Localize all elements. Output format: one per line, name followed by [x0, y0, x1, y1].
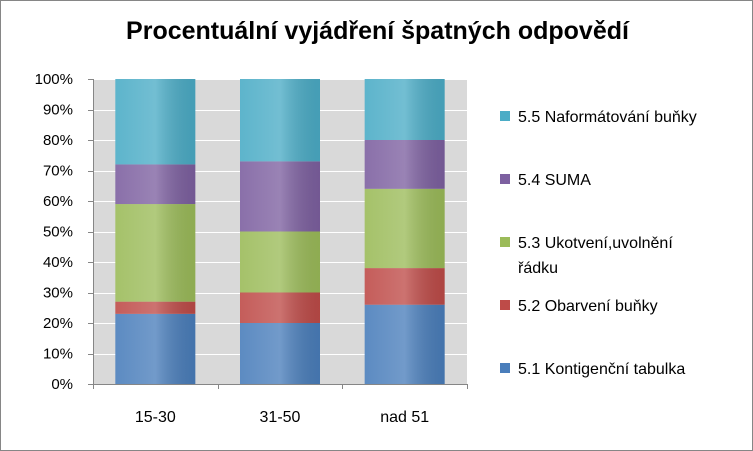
y-tick-label: 20%	[43, 315, 73, 332]
bar-segment-shade	[240, 79, 320, 162]
legend-item: 5.1 Kontigenční tabulka	[500, 361, 685, 378]
x-category-label: 31-50	[260, 409, 301, 426]
y-tick-label: 100%	[35, 71, 73, 88]
x-category-label: nad 51	[380, 409, 429, 426]
bar-segment-shade	[115, 79, 196, 165]
y-tick-label: 60%	[43, 193, 73, 210]
y-tick-label: 90%	[43, 102, 73, 119]
bars	[115, 79, 445, 384]
bar-segment-shade	[364, 268, 445, 305]
bar-segment-shade	[240, 161, 320, 232]
bar-segment-shade	[115, 301, 196, 314]
x-category-label: 15-30	[135, 409, 176, 426]
y-axis: 0% 10% 20% 30% 40% 50% 60% 70% 80% 90% 100%	[35, 71, 94, 393]
legend-swatch	[500, 174, 510, 184]
y-tick-label: 50%	[43, 224, 73, 241]
bar-segment-shade	[240, 323, 320, 384]
legend-swatch	[500, 300, 510, 310]
bar-segment-shade	[364, 188, 445, 269]
bar-stack	[115, 79, 196, 384]
bar-stack	[364, 79, 445, 384]
legend-swatch	[500, 363, 510, 373]
legend-label: 5.4 SUMA	[518, 172, 591, 189]
bar-segment-shade	[364, 140, 445, 189]
bar-segment-shade	[240, 292, 320, 323]
y-tick-label: 40%	[43, 254, 73, 271]
legend-label: 5.2 Obarvení buňky	[518, 298, 658, 315]
legend-item: 5.3 Ukotvení,uvolnění řádku	[500, 235, 673, 277]
y-tick-label: 70%	[43, 163, 73, 180]
legend-item: 5.2 Obarvení buňky	[500, 298, 658, 315]
legend-item: 5.5 Naformátování buňky	[500, 109, 697, 126]
bar-segment-shade	[364, 304, 445, 384]
legend-swatch	[500, 111, 510, 121]
bar-segment-shade	[115, 164, 196, 205]
y-tick-label: 0%	[51, 376, 73, 393]
y-tick-label: 80%	[43, 132, 73, 149]
legend-label: 5.3 Ukotvení,uvolnění	[518, 235, 673, 252]
y-tick-label: 10%	[43, 346, 73, 363]
legend-swatch	[500, 237, 510, 247]
y-tick-label: 30%	[43, 285, 73, 302]
bar-segment-shade	[115, 313, 196, 384]
bar-segment-shade	[115, 204, 196, 302]
x-axis: 15-30 31-50 nad 51	[93, 384, 468, 426]
legend: 5.5 Naformátování buňky 5.4 SUMA 5.3 Ukotv…	[500, 109, 697, 378]
bar-stack	[240, 79, 320, 384]
legend-item: 5.4 SUMA	[500, 172, 591, 189]
legend-label: řádku	[518, 260, 558, 277]
chart-title: Procentuální vyjádření špatných odpovědí	[126, 17, 629, 45]
legend-label: 5.1 Kontigenční tabulka	[518, 361, 685, 378]
bar-segment-shade	[364, 79, 445, 140]
legend-label: 5.5 Naformátování buňky	[518, 109, 697, 126]
bar-segment-shade	[240, 231, 320, 293]
